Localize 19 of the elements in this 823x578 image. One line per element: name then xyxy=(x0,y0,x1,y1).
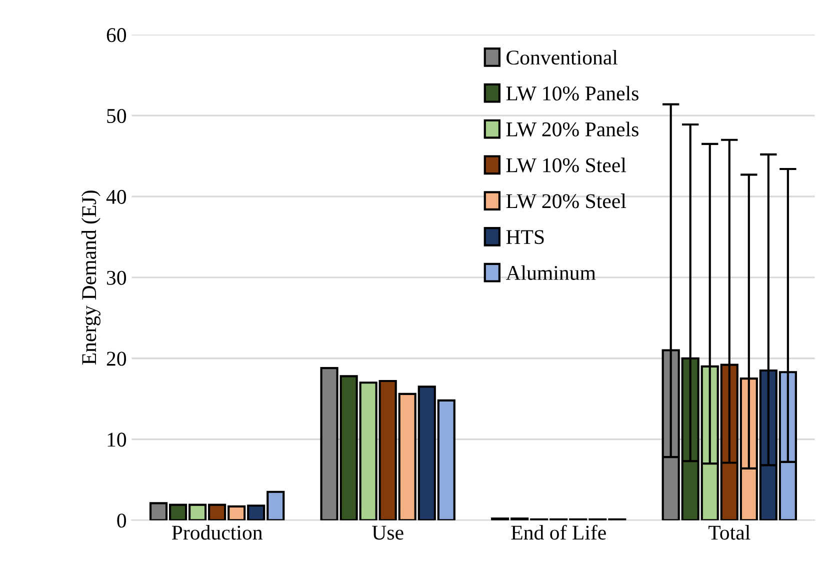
y-tick-label: 10 xyxy=(108,432,126,447)
y-axis-title: Energy Demand (EJ) xyxy=(81,190,100,365)
x-tick-label: Production xyxy=(172,525,262,540)
legend-label: LW 20% Panels xyxy=(506,122,638,137)
legend-label: Conventional xyxy=(506,50,618,65)
x-tick-label: Total xyxy=(708,525,750,540)
y-tick-label: 30 xyxy=(106,270,126,285)
y-tick-label: 60 xyxy=(106,28,126,42)
x-tick-label: Use xyxy=(372,526,404,540)
y-tick-label: 50 xyxy=(107,108,126,124)
legend-label: HTS xyxy=(506,230,544,244)
y-tick-label: 40 xyxy=(106,190,126,204)
legend-label: Aluminum xyxy=(506,265,596,280)
y-tick-label: 20 xyxy=(106,352,126,366)
y-tick-label: 0 xyxy=(117,514,126,528)
legend-label: LW 10% Steel xyxy=(506,158,626,172)
legend-label: LW 10% Panels xyxy=(506,86,638,101)
legend-label: LW 20% Steel xyxy=(506,194,626,208)
x-tick-label: End of Life xyxy=(511,524,606,540)
